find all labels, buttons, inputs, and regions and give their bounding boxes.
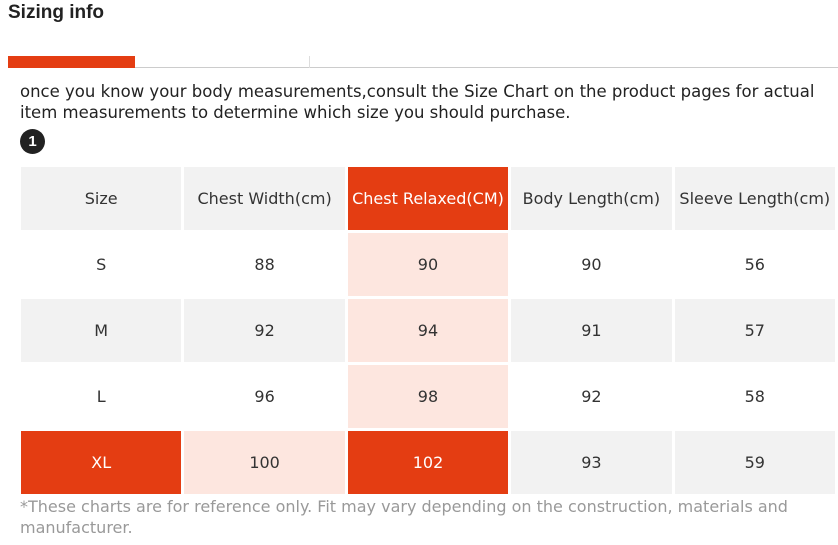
measure-cell: 98: [347, 365, 509, 428]
measure-cell: 94: [347, 299, 509, 362]
column-header: Chest Relaxed(CM): [347, 167, 509, 230]
intro-text: once you know your body measurements,con…: [20, 82, 815, 122]
measure-cell: 102: [347, 431, 509, 494]
footnote: *These charts are for reference only. Fi…: [20, 497, 788, 537]
column-header: Body Length(cm): [511, 167, 672, 230]
size-cell: XL: [21, 431, 182, 494]
tab-underline: [8, 67, 838, 68]
size-row: XL 100 102 93 59: [21, 431, 835, 494]
measure-cell: 93: [511, 431, 672, 494]
size-cell: L: [21, 365, 182, 428]
measure-cell: 58: [674, 365, 835, 428]
measure-cell: 57: [674, 299, 835, 362]
measure-cell: 92: [511, 365, 672, 428]
section-title: Sizing info: [8, 2, 105, 23]
step-badge: 1: [20, 129, 45, 154]
active-tab: [8, 56, 135, 68]
size-cell: M: [21, 299, 182, 362]
size-table: Size Chest Width(cm) Chest Relaxed(CM) Body…: [18, 164, 838, 497]
measure-cell: 90: [511, 233, 672, 296]
column-header: Size: [21, 167, 182, 230]
size-row: M 92 94 91 57: [21, 299, 835, 362]
measure-cell: 88: [184, 233, 345, 296]
size-row: L 96 98 92 58: [21, 365, 835, 428]
measure-cell: 90: [347, 233, 509, 296]
measure-cell: 100: [184, 431, 345, 494]
column-header: Chest Width(cm): [184, 167, 345, 230]
size-row: S 88 90 90 56: [21, 233, 835, 296]
header-row: Size Chest Width(cm) Chest Relaxed(CM) Body…: [21, 167, 835, 230]
size-cell: S: [21, 233, 182, 296]
measure-cell: 59: [674, 431, 835, 494]
measure-cell: 96: [184, 365, 345, 428]
measure-cell: 91: [511, 299, 672, 362]
measure-cell: 92: [184, 299, 345, 362]
measure-cell: 56: [674, 233, 835, 296]
tab-divider: [309, 56, 310, 68]
column-header: Sleeve Length(cm): [674, 167, 835, 230]
